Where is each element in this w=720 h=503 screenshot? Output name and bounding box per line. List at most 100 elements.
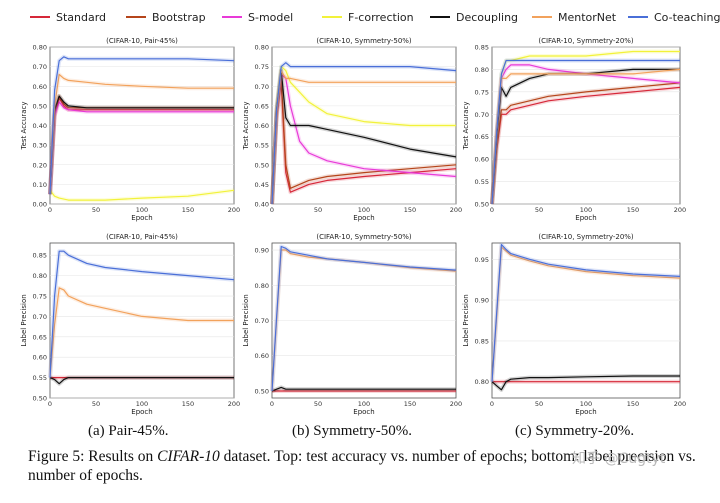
y-tick-label: 0.80 [33, 272, 47, 280]
x-axis-label: Epoch [353, 408, 374, 416]
x-axis-label: Epoch [575, 214, 596, 222]
y-tick-label: 0.75 [475, 88, 489, 96]
y-tick-label: 0.55 [33, 374, 47, 382]
x-tick-label: 50 [92, 206, 100, 214]
chart-title: (CIFAR-10, Symmetry-20%) [538, 37, 634, 45]
legend-item-s-model: S-model [222, 11, 293, 24]
series-line-mentornet [49, 73, 234, 195]
x-tick-label: 50 [92, 400, 100, 408]
legend-item-mentornet: MentorNet [532, 11, 617, 24]
y-axis-label: Test Accuracy [20, 102, 28, 151]
series-line-decoupling [491, 375, 680, 391]
watermark: 知乎 @Cugtyt [572, 451, 666, 467]
x-axis-label: Epoch [575, 408, 596, 416]
y-tick-label: 0.65 [33, 333, 47, 341]
x-tick-label: 0 [48, 206, 52, 214]
figure-caption: Figure 5: Results on CIFAR-10 dataset. T… [28, 447, 718, 485]
y-tick-label: 0.80 [33, 44, 47, 52]
y-tick-label: 0.90 [255, 247, 269, 255]
y-axis-label: Label Precision [242, 294, 250, 346]
series-line-co-teaching [271, 62, 457, 205]
y-tick-label: 0.85 [475, 44, 489, 52]
x-axis-label: Epoch [131, 214, 152, 222]
series-line-co-teaching [491, 59, 680, 205]
series-line-mentornet [49, 287, 234, 378]
y-tick-label: 0.65 [255, 102, 269, 110]
caption-dataset: CIFAR-10 [157, 448, 220, 465]
caption-prefix: Figure 5: Results on [28, 448, 158, 465]
legend-label: Bootstrap [152, 11, 206, 24]
legend-item-f-correction: F-correction [322, 11, 414, 24]
x-tick-label: 100 [580, 400, 592, 408]
y-tick-label: 0.70 [33, 313, 47, 321]
x-tick-label: 200 [450, 206, 462, 214]
series-line-bootstrap [491, 82, 681, 205]
x-tick-label: 100 [358, 400, 370, 408]
y-tick-label: 0.75 [33, 293, 47, 301]
x-tick-label: 200 [674, 400, 686, 408]
chart-title: (CIFAR-10, Symmetry-50%) [316, 37, 412, 45]
legend-item-decoupling: Decoupling [430, 11, 518, 24]
y-axis-label: Label Precision [462, 294, 470, 346]
x-axis-label: Epoch [353, 214, 374, 222]
y-tick-label: 0.85 [475, 337, 489, 345]
x-tick-label: 0 [490, 400, 494, 408]
y-tick-label: 0.40 [33, 122, 47, 130]
y-tick-label: 0.80 [255, 44, 269, 52]
legend-item-standard: Standard [30, 11, 106, 24]
y-tick-label: 0.80 [475, 66, 489, 74]
legend: Standard Bootstrap S-model F-correction Deco… [30, 11, 720, 24]
chart-panel-5: 0.50 0.60 0.70 0.80 0.90 0 50 100 150 200 Epoch Lab… [242, 233, 462, 416]
x-tick-label: 100 [580, 206, 592, 214]
y-tick-label: 0.50 [33, 102, 47, 110]
x-tick-label: 50 [314, 206, 322, 214]
series-line-decoupling [49, 377, 234, 385]
chart-title: (CIFAR-10, Pair-45%) [106, 37, 178, 45]
series-line-f-correction [49, 189, 235, 201]
y-tick-label: 0.60 [255, 352, 269, 360]
x-tick-label: 100 [136, 206, 148, 214]
y-tick-label: 0.10 [33, 181, 47, 189]
y-axis-label: Test Accuracy [242, 102, 250, 151]
x-tick-label: 0 [490, 206, 494, 214]
y-tick-label: 0.70 [255, 83, 269, 91]
chart-panel-2: 0.40 0.45 0.50 0.55 0.60 0.65 0.70 0.75 0.80 0 50 1… [242, 37, 462, 222]
y-tick-label: 0.70 [475, 111, 489, 119]
plot-area [491, 46, 681, 205]
legend-label: MentorNet [558, 11, 617, 24]
y-tick-label: 0.50 [255, 387, 269, 395]
series-line-decoupling [271, 386, 456, 392]
chart-panel-6: 0.80 0.85 0.90 0.95 0 50 100 150 200 Epoch Label P… [462, 233, 686, 416]
legend-item-bootstrap: Bootstrap [126, 11, 206, 24]
y-tick-label: 0.20 [33, 161, 47, 169]
legend-label: Decoupling [456, 11, 518, 24]
y-tick-label: 0.55 [255, 142, 269, 150]
x-tick-label: 0 [48, 400, 52, 408]
legend-item-co-teaching: Co-teaching [628, 11, 720, 24]
x-axis-label: Epoch [131, 408, 152, 416]
subplot-label-c: (c) Symmetry-20%. [515, 423, 635, 439]
y-tick-label: 0.80 [255, 282, 269, 290]
x-tick-label: 150 [182, 400, 194, 408]
series-line-decoupling [49, 95, 234, 195]
panels: 0.00 0.10 0.20 0.30 0.40 0.50 0.60 0.70 0.80 0 50 1… [20, 37, 686, 416]
y-tick-label: 0.30 [33, 142, 47, 150]
y-tick-label: 0.50 [255, 161, 269, 169]
x-tick-label: 0 [270, 400, 274, 408]
x-tick-label: 200 [450, 400, 462, 408]
y-tick-label: 0.50 [33, 395, 47, 403]
x-tick-label: 50 [535, 400, 543, 408]
y-tick-label: 0.70 [255, 317, 269, 325]
subplot-label-b: (b) Symmetry-50%. [292, 423, 412, 439]
subplot-label-a: (a) Pair-45%. [88, 423, 169, 439]
x-tick-label: 100 [358, 206, 370, 214]
y-tick-label: 0.85 [33, 252, 47, 260]
x-tick-label: 150 [627, 206, 639, 214]
y-tick-label: 0.00 [33, 201, 47, 209]
x-tick-label: 150 [182, 206, 194, 214]
series-line-s-model [49, 101, 234, 195]
y-tick-label: 0.60 [33, 83, 47, 91]
x-tick-label: 100 [136, 400, 148, 408]
x-tick-label: 200 [228, 400, 240, 408]
y-axis-label: Test Accuracy [462, 102, 470, 151]
